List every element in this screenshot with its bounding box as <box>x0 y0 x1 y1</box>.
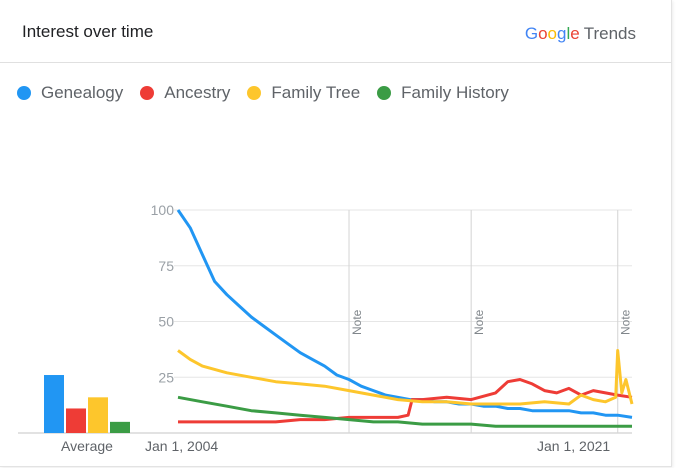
legend-item[interactable]: Family History <box>377 83 509 103</box>
series-line-family-tree <box>177 349 634 406</box>
legend-dot-icon <box>247 86 262 100</box>
legend-label: Ancestry <box>164 83 231 102</box>
google-letter: o <box>538 24 548 43</box>
google-letter: e <box>570 24 580 43</box>
google-letter: l <box>566 24 571 43</box>
y-tick-label: 75 <box>158 258 174 274</box>
series-line-ancestry <box>178 378 633 424</box>
average-bar-genealogy <box>44 375 64 433</box>
legend-dot-icon <box>140 86 155 100</box>
google-letter: G <box>524 24 539 43</box>
google-wordmark: Google <box>525 24 580 43</box>
series-line-family-history <box>177 395 632 428</box>
legend-item[interactable]: Family Tree <box>247 83 360 103</box>
google-letter: g <box>557 24 567 43</box>
google-letter: o <box>547 24 557 43</box>
trends-wordmark: Trends <box>583 24 636 43</box>
card-title: Interest over time <box>22 22 154 41</box>
average-bar-ancestry <box>66 408 86 433</box>
average-bar-family-tree <box>88 397 108 433</box>
y-tick-label: 100 <box>151 202 175 218</box>
legend-dot-icon <box>377 86 392 100</box>
y-tick-label: 25 <box>158 369 174 385</box>
average-bar-family-history <box>110 421 130 433</box>
average-label: Average <box>61 438 113 454</box>
x-tick-label: Jan 1, 2021 <box>537 438 610 454</box>
note-label: Note <box>350 309 364 335</box>
legend-dot-icon <box>17 86 31 100</box>
chart-legend: Genealogy Ancestry Family Tree Family Histo… <box>17 83 526 103</box>
note-label: Note <box>472 309 486 335</box>
legend-label: Family Tree <box>271 83 361 102</box>
legend-label: Family History <box>401 83 509 102</box>
legend-item[interactable]: Ancestry <box>140 83 230 103</box>
legend-item[interactable]: Genealogy <box>17 83 123 103</box>
note-label: Note <box>619 309 633 335</box>
legend-label: Genealogy <box>41 83 124 102</box>
card-header: Interest over time Google Trends <box>0 0 671 63</box>
y-tick-label: 50 <box>158 314 174 330</box>
series-line-genealogy <box>176 209 633 419</box>
x-tick-label: Jan 1, 2004 <box>145 438 218 454</box>
google-trends-logo: Google Trends <box>525 24 636 44</box>
